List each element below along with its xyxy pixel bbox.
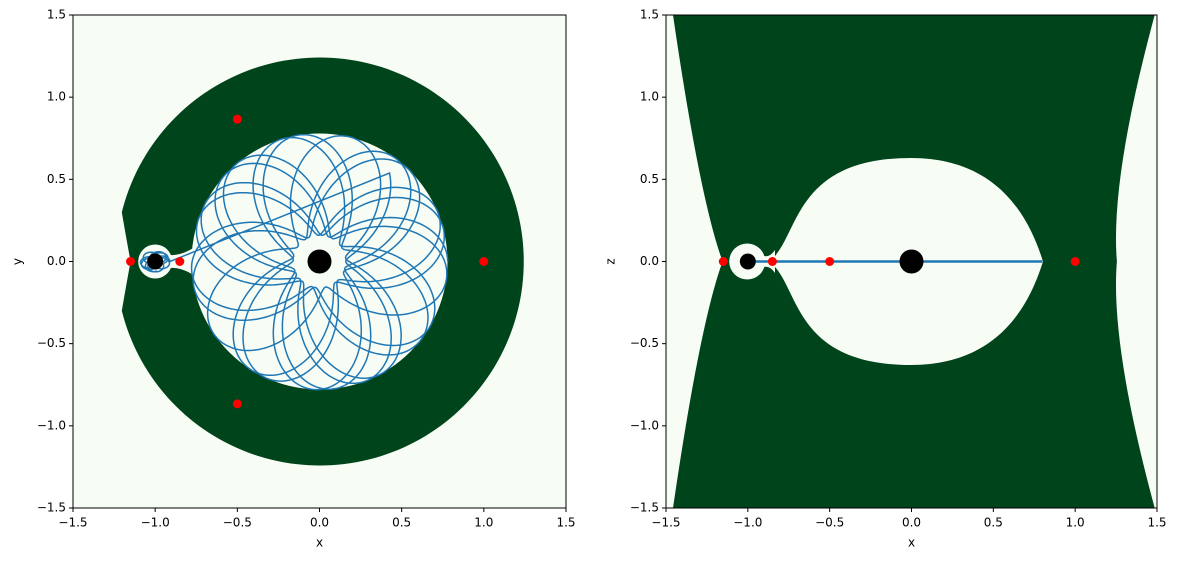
y-axis-label: y bbox=[11, 258, 25, 265]
lagrange-point bbox=[479, 257, 489, 266]
y-tick-label: −1.5 bbox=[37, 501, 66, 515]
body bbox=[307, 249, 332, 274]
y-axis-label: z bbox=[604, 258, 618, 264]
y-tick-label: 0.0 bbox=[640, 254, 659, 268]
y-tick-label: 1.5 bbox=[47, 8, 66, 22]
y-tick-label: −0.5 bbox=[630, 336, 659, 350]
x-axis-label: x bbox=[908, 536, 915, 550]
x-tick-label: 0.5 bbox=[984, 516, 1003, 530]
body bbox=[739, 253, 756, 270]
trajectory bbox=[139, 133, 449, 391]
lagrange-point bbox=[767, 257, 777, 266]
x-tick-label: 1.5 bbox=[556, 516, 575, 530]
y-tick-label: 0.5 bbox=[47, 172, 66, 186]
lagrange-point bbox=[232, 114, 242, 124]
lagrange-point bbox=[232, 399, 242, 409]
x-tick-label: −1.0 bbox=[141, 516, 170, 530]
y-tick-label: −1.0 bbox=[37, 418, 66, 432]
lagrange-point bbox=[126, 257, 136, 266]
x-tick-label: 0.5 bbox=[392, 516, 411, 530]
x-tick-label: −1.5 bbox=[651, 516, 680, 530]
lagrange-point bbox=[825, 257, 835, 266]
y-tick-label: 0.0 bbox=[47, 254, 66, 268]
lagrange-point bbox=[1070, 257, 1080, 266]
y-tick-label: −1.0 bbox=[630, 418, 659, 432]
x-axis-label: x bbox=[316, 536, 323, 550]
lagrange-point bbox=[718, 257, 728, 266]
body bbox=[899, 249, 924, 274]
x-tick-label: 1.0 bbox=[1066, 516, 1085, 530]
x-tick-label: −0.5 bbox=[815, 516, 844, 530]
y-tick-label: −1.5 bbox=[630, 501, 659, 515]
y-tick-label: 1.0 bbox=[640, 90, 659, 104]
x-tick-label: 1.5 bbox=[1147, 516, 1166, 530]
x-tick-label: −1.5 bbox=[58, 516, 87, 530]
x-tick-label: 0.0 bbox=[310, 516, 329, 530]
body bbox=[147, 253, 164, 270]
y-tick-label: 1.0 bbox=[47, 90, 66, 104]
x-tick-label: −1.0 bbox=[733, 516, 762, 530]
x-tick-label: 1.0 bbox=[474, 516, 493, 530]
x-tick-label: −0.5 bbox=[223, 516, 252, 530]
x-tick-label: 0.0 bbox=[902, 516, 921, 530]
allowed-region bbox=[1115, 15, 1157, 508]
allowed-region bbox=[666, 15, 723, 508]
lagrange-point bbox=[175, 257, 185, 266]
y-tick-label: 0.5 bbox=[640, 172, 659, 186]
y-tick-label: −0.5 bbox=[37, 336, 66, 350]
y-tick-label: 1.5 bbox=[640, 8, 659, 22]
